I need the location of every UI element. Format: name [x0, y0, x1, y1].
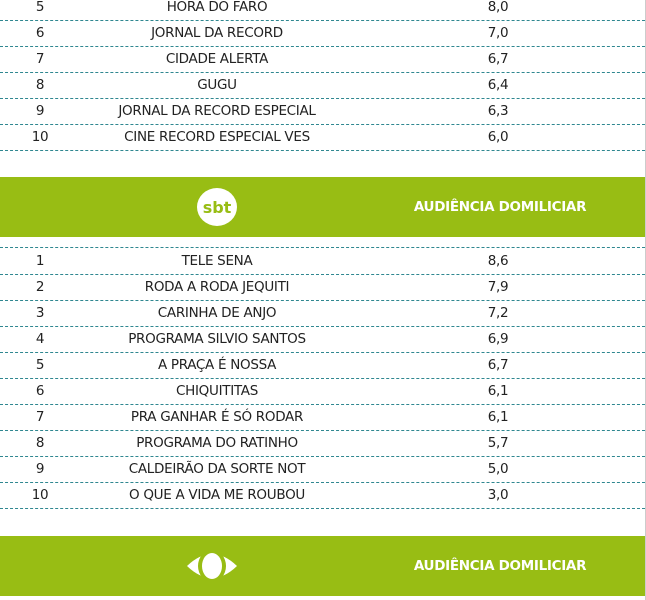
rating-cell: 6,7	[487, 51, 509, 67]
table-row: 4 PROGRAMA SILVIO SANTOS 6,9	[0, 326, 645, 353]
program-cell: HORA DO FARO	[166, 0, 268, 15]
rating-cell: 7,0	[487, 25, 509, 41]
rank-cell: 10	[31, 129, 49, 145]
program-cell: O QUE A VIDA ME ROUBOU	[129, 487, 305, 503]
rating-cell: 6,4	[487, 77, 509, 93]
sbt-audience-header: AUDIÊNCIA DOMILICIAR	[413, 199, 587, 215]
program-cell: CARINHA DE ANJO	[157, 305, 277, 321]
rating-cell: 6,1	[487, 383, 509, 399]
rating-cell: 8,0	[487, 0, 509, 15]
rank-cell: 5	[35, 0, 45, 15]
program-cell: CINE RECORD ESPECIAL VES	[124, 129, 310, 145]
table-row: 10 CINE RECORD ESPECIAL VES 6,0	[0, 124, 645, 151]
table-row: 8 GUGU 6,4	[0, 72, 645, 99]
table-row: 6 CHIQUITITAS 6,1	[0, 378, 645, 405]
rank-cell: 6	[35, 383, 45, 399]
table-row: 8 PROGRAMA DO RATINHO 5,7	[0, 430, 645, 457]
rank-cell: 5	[35, 357, 45, 373]
table-row: 9 JORNAL DA RECORD ESPECIAL 6,3	[0, 98, 645, 125]
divider	[0, 247, 645, 248]
rank-cell: 7	[35, 51, 45, 67]
table-row: 10 O QUE A VIDA ME ROUBOU 3,0	[0, 482, 645, 509]
table-row: 6 JORNAL DA RECORD 7,0	[0, 20, 645, 47]
table-row: 5 A PRAÇA É NOSSA 6,7	[0, 352, 645, 379]
sbt-header-bar: sbt AUDIÊNCIA DOMILICIAR	[0, 177, 645, 237]
rating-cell: 5,7	[487, 435, 509, 451]
table-row: 3 CARINHA DE ANJO 7,2	[0, 300, 645, 327]
rank-cell: 8	[35, 77, 45, 93]
program-cell: GUGU	[197, 77, 237, 93]
rating-cell: 6,7	[487, 357, 509, 373]
rank-cell: 7	[35, 409, 45, 425]
rating-cell: 7,9	[487, 279, 509, 295]
rank-cell: 2	[35, 279, 45, 295]
program-cell: JORNAL DA RECORD ESPECIAL	[118, 103, 316, 119]
table-row: 5 HORA DO FARO 8,0	[0, 0, 645, 21]
program-cell: A PRAÇA É NOSSA	[157, 357, 277, 373]
rating-cell: 6,1	[487, 409, 509, 425]
program-cell: PROGRAMA DO RATINHO	[136, 435, 298, 451]
rating-cell: 6,0	[487, 129, 509, 145]
rank-cell: 4	[35, 331, 45, 347]
rating-cell: 5,0	[487, 461, 509, 477]
band-header-bar: AUDIÊNCIA DOMILICIAR	[0, 536, 645, 596]
program-cell: CIDADE ALERTA	[165, 51, 269, 67]
rank-cell: 9	[35, 461, 45, 477]
rank-cell: 10	[31, 487, 49, 503]
rank-cell: 8	[35, 435, 45, 451]
rank-cell: 6	[35, 25, 45, 41]
svg-text:sbt: sbt	[203, 198, 232, 217]
program-cell: CHIQUITITAS	[176, 383, 258, 399]
rating-cell: 8,6	[487, 253, 509, 269]
rating-cell: 7,2	[487, 305, 509, 321]
rating-cell: 6,3	[487, 103, 509, 119]
table-row: 7 PRA GANHAR É SÓ RODAR 6,1	[0, 404, 645, 431]
sbt-logo: sbt	[197, 188, 237, 226]
rank-cell: 9	[35, 103, 45, 119]
table-row: 7 CIDADE ALERTA 6,7	[0, 46, 645, 73]
program-cell: CALDEIRÃO DA SORTE NOT	[128, 461, 306, 477]
program-cell: RODA A RODA JEQUITI	[144, 279, 290, 295]
rating-cell: 6,9	[487, 331, 509, 347]
table-row: 1 TELE SENA 8,6	[0, 248, 645, 275]
table-row: 2 RODA A RODA JEQUITI 7,9	[0, 274, 645, 301]
band-audience-header: AUDIÊNCIA DOMILICIAR	[413, 558, 587, 574]
rank-cell: 3	[35, 305, 45, 321]
program-cell: TELE SENA	[181, 253, 253, 269]
program-cell: JORNAL DA RECORD	[151, 25, 283, 41]
rating-cell: 3,0	[487, 487, 509, 503]
band-eye-icon	[187, 550, 237, 582]
program-cell: PRA GANHAR É SÓ RODAR	[130, 409, 304, 425]
program-cell: PROGRAMA SILVIO SANTOS	[128, 331, 306, 347]
table-row: 9 CALDEIRÃO DA SORTE NOT 5,0	[0, 456, 645, 483]
rank-cell: 1	[35, 253, 45, 269]
